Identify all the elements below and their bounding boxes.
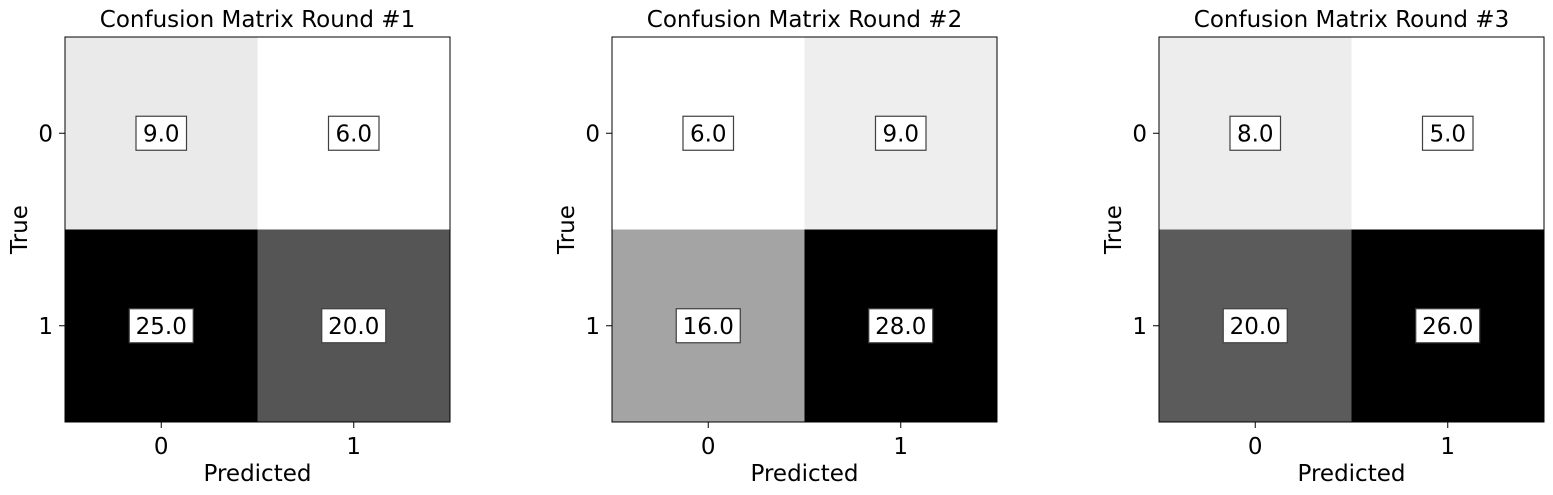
y-tick-label-0: 0 xyxy=(1132,121,1147,147)
x-tick-label-0: 0 xyxy=(154,434,169,460)
cell-value-r0-c0: 9.0 xyxy=(143,121,180,147)
cell-label-box-r1-c1 xyxy=(321,308,387,344)
y-axis-label: True xyxy=(554,205,580,255)
confusion-matrix-panel-3: 8.0 5.0 20.0 26.0 0 1 0 1 Confusion Matrix Round… xyxy=(1101,7,1545,487)
cell-value-r0-c0: 6.0 xyxy=(690,121,727,147)
confusion-matrix-panel-2: 6.0 9.0 16.0 28.0 0 1 0 1 Confusion Matrix Round… xyxy=(554,7,998,487)
confusion-matrix-panel-1: 9.0 6.0 25.0 20.0 0 1 0 1 Confusion Matrix Round… xyxy=(7,7,451,487)
cell-value-r0-c1: 5.0 xyxy=(1429,121,1466,147)
cell-value-r0-c1: 6.0 xyxy=(335,121,372,147)
cell-label-box-r0-c1 xyxy=(874,115,927,151)
cell-value-r1-c1: 28.0 xyxy=(875,314,926,340)
x-tick-label-1: 1 xyxy=(893,434,908,460)
y-axis-label: True xyxy=(7,205,33,255)
x-tick-label-1: 1 xyxy=(346,434,361,460)
cell-value-r1-c1: 26.0 xyxy=(1422,314,1473,340)
cell-label-box-r1-c1 xyxy=(1415,308,1481,344)
chart-title: Confusion Matrix Round #1 xyxy=(100,7,415,33)
x-tick-label-1: 1 xyxy=(1440,434,1455,460)
cell-label-box-r0-c0 xyxy=(135,115,188,151)
y-tick-label-1: 1 xyxy=(1132,314,1147,340)
plot-frame xyxy=(1158,36,1545,423)
cell-value-r1-c0: 16.0 xyxy=(683,314,734,340)
y-tick-label-0: 0 xyxy=(585,121,600,147)
cell-value-r0-c1: 9.0 xyxy=(882,121,919,147)
x-axis-label: Predicted xyxy=(204,461,312,487)
cell-value-r0-c0: 8.0 xyxy=(1237,121,1274,147)
cell-label-box-r0-c1 xyxy=(327,115,380,151)
cell-label-box-r0-c0 xyxy=(1229,115,1282,151)
cell-value-r1-c0: 20.0 xyxy=(1230,314,1281,340)
y-axis-label: True xyxy=(1101,205,1127,255)
y-tick-label-1: 1 xyxy=(38,314,53,340)
x-tick-label-0: 0 xyxy=(701,434,716,460)
x-axis-label: Predicted xyxy=(751,461,859,487)
x-axis-label: Predicted xyxy=(1298,461,1406,487)
y-tick-label-0: 0 xyxy=(38,121,53,147)
cell-label-box-r0-c1 xyxy=(1421,115,1474,151)
x-tick-label-0: 0 xyxy=(1248,434,1263,460)
plot-frame xyxy=(64,36,451,423)
cell-label-box-r0-c0 xyxy=(682,115,735,151)
chart-title: Confusion Matrix Round #3 xyxy=(1194,7,1509,33)
cell-label-box-r1-c0 xyxy=(1222,308,1288,344)
y-tick-label-1: 1 xyxy=(585,314,600,340)
cell-value-r1-c0: 25.0 xyxy=(136,314,187,340)
cell-label-box-r1-c1 xyxy=(868,308,934,344)
cell-value-r1-c1: 20.0 xyxy=(328,314,379,340)
cell-label-box-r1-c0 xyxy=(128,308,194,344)
cell-label-box-r1-c0 xyxy=(675,308,741,344)
chart-title: Confusion Matrix Round #2 xyxy=(647,7,962,33)
plot-frame xyxy=(611,36,998,423)
